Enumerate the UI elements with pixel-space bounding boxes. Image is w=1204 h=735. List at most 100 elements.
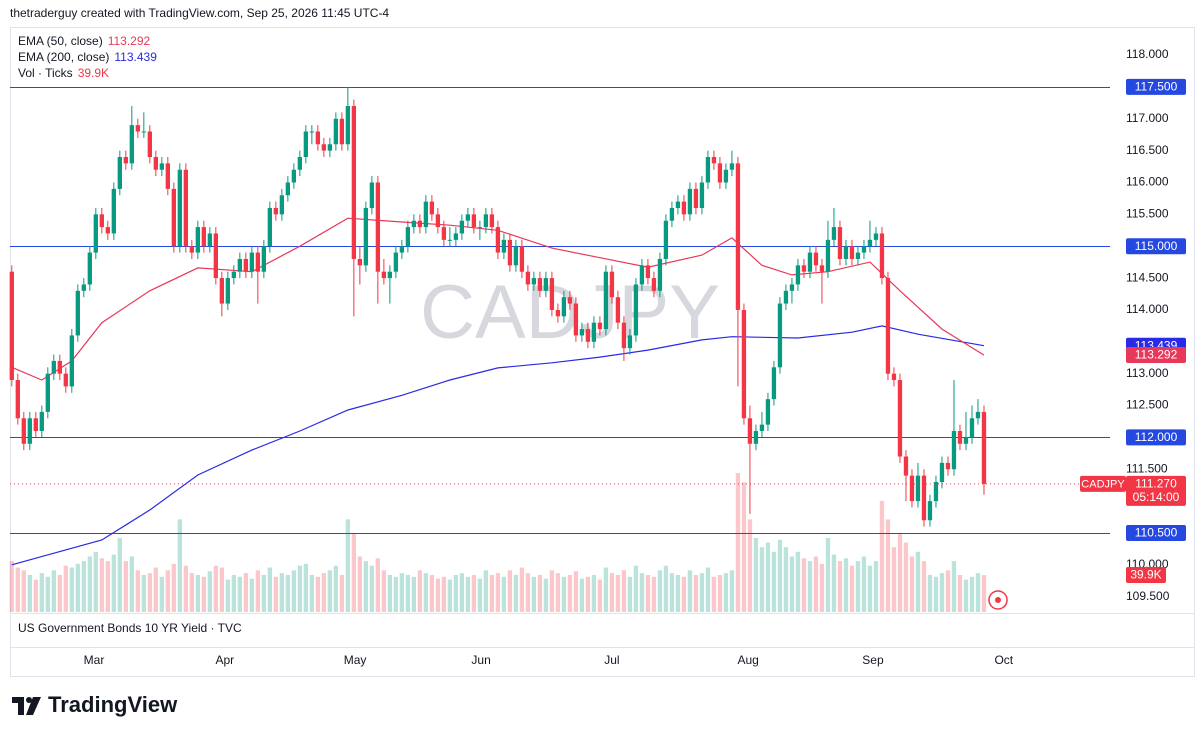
- candle-body: [771, 367, 777, 400]
- volume-bar: [477, 578, 483, 612]
- ema-line: [11, 217, 985, 381]
- volume-bar: [441, 576, 447, 612]
- candle-body: [717, 163, 723, 183]
- candle-body: [543, 278, 549, 291]
- candle-body: [189, 246, 194, 253]
- volume-bar: [963, 579, 969, 612]
- volume-bar: [855, 561, 861, 612]
- candle-body: [489, 214, 495, 228]
- candle-body: [867, 239, 873, 247]
- volume-bar: [495, 573, 501, 612]
- volume-bar: [591, 574, 597, 612]
- candle-body: [387, 271, 393, 279]
- volume-bar: [117, 537, 122, 612]
- level-tag: 117.500: [1135, 80, 1178, 94]
- volume-bar: [459, 573, 465, 612]
- volume-bar: [129, 556, 134, 612]
- volume-bar: [621, 570, 627, 612]
- volume-bar: [63, 565, 68, 612]
- candle-body: [267, 207, 273, 247]
- candle-body: [381, 271, 387, 279]
- candle-body: [93, 214, 98, 253]
- candle-body: [909, 475, 915, 502]
- candle-body: [357, 258, 363, 266]
- volume-bar: [573, 571, 579, 612]
- volume-bar: [21, 570, 26, 612]
- volume-bar: [357, 556, 363, 612]
- volume-bar: [249, 578, 255, 612]
- volume-bar: [645, 574, 651, 612]
- volume-bar: [795, 551, 801, 612]
- candle-body: [669, 207, 675, 221]
- candle-body: [945, 462, 951, 470]
- candle-body: [879, 233, 885, 279]
- volume-bar: [513, 574, 519, 612]
- candle-body: [477, 227, 483, 229]
- candle-body: [861, 246, 867, 253]
- volume-bar: [879, 500, 885, 612]
- candle-body: [609, 271, 615, 298]
- candle-body: [627, 335, 633, 349]
- x-tick-label: Apr: [215, 653, 234, 667]
- candle-body: [939, 462, 945, 482]
- volume-bar: [753, 537, 759, 612]
- candle-body: [981, 411, 987, 484]
- level-tag: 110.500: [1135, 526, 1178, 540]
- volume-bar: [897, 533, 903, 612]
- candle-body: [849, 246, 855, 259]
- candle-body: [447, 239, 453, 241]
- candle-body: [285, 182, 291, 196]
- volume-bar: [729, 570, 735, 612]
- volume-bar: [339, 574, 345, 612]
- volume-bar: [291, 570, 297, 612]
- candle-body: [645, 265, 651, 279]
- volume-bar: [87, 556, 92, 612]
- candle-body: [39, 411, 44, 432]
- volume-bar: [807, 561, 813, 612]
- volume-bar: [273, 576, 279, 612]
- logo: TradingView: [12, 692, 178, 717]
- volume-bar: [267, 567, 273, 612]
- volume-bar: [237, 576, 243, 612]
- y-tick-label: 117.000: [1126, 111, 1169, 125]
- candle-body: [441, 227, 447, 240]
- candle-body: [873, 233, 879, 240]
- volume-bar: [111, 554, 116, 612]
- y-tick-label: 109.500: [1126, 589, 1170, 603]
- volume-bar: [657, 570, 663, 612]
- volume-bar: [735, 473, 741, 612]
- candle-body: [507, 239, 513, 266]
- candle-body: [33, 418, 38, 432]
- candle-body: [639, 265, 645, 285]
- candle-body: [471, 214, 477, 228]
- candle-body: [405, 227, 411, 247]
- volume-bar: [195, 574, 200, 612]
- candle-body: [501, 239, 507, 253]
- candle-body: [27, 418, 32, 444]
- candle-body: [309, 131, 315, 133]
- candle-body: [345, 106, 351, 145]
- candle-body: [621, 322, 627, 349]
- volume-bar: [981, 575, 987, 612]
- candle-body: [843, 246, 849, 259]
- level-tag-bg: [1126, 429, 1186, 446]
- candle-body: [399, 246, 405, 253]
- volume-bar: [105, 561, 110, 612]
- candle-body: [339, 118, 345, 145]
- volume-bar: [201, 576, 206, 612]
- ema-line: [11, 325, 985, 566]
- volume-bar: [681, 576, 687, 612]
- legend-ema200: EMA (200, close) 113.439: [18, 50, 157, 64]
- candle-body: [951, 431, 957, 470]
- volume-bar: [297, 565, 303, 612]
- candle-body: [171, 188, 176, 247]
- legend-value: 39.9K: [78, 66, 109, 80]
- candle-body: [291, 169, 297, 183]
- candle-body: [315, 131, 321, 145]
- candle-body: [801, 265, 807, 272]
- candle-body: [813, 252, 819, 266]
- volume-bar: [585, 576, 591, 612]
- volume-bar: [9, 561, 14, 612]
- candle-body: [423, 201, 429, 228]
- volume-bar: [873, 561, 879, 612]
